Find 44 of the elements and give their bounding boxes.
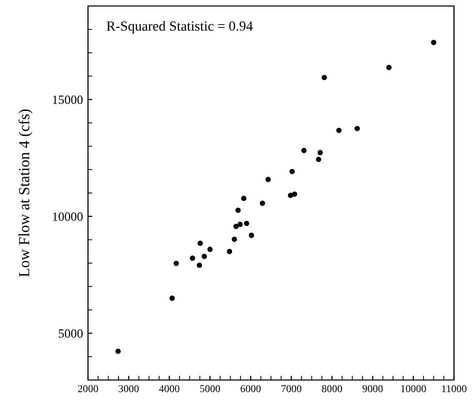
x-tick-label: 7000	[282, 385, 302, 392]
point	[207, 246, 213, 252]
y-tick-label: 10000	[52, 212, 83, 221]
point	[174, 260, 179, 266]
point	[318, 150, 323, 156]
point	[248, 232, 254, 238]
point	[232, 236, 238, 242]
point	[190, 256, 196, 261]
point	[265, 176, 271, 182]
point	[237, 222, 243, 227]
point	[241, 196, 246, 202]
y-axis-title: Low Flow at Station 4 (cfs)	[18, 109, 32, 277]
point	[244, 220, 250, 226]
point	[316, 156, 322, 162]
point	[170, 296, 175, 301]
point	[336, 128, 342, 134]
point	[233, 224, 239, 230]
x-tick-label: 9000	[362, 385, 383, 392]
point	[431, 40, 436, 46]
x-tick-label: 3000	[118, 385, 139, 392]
point	[386, 64, 392, 70]
x-tick-label: 5000	[200, 385, 220, 392]
x-tick-label: 10000	[401, 385, 426, 392]
x-tick-label: 6000	[240, 385, 261, 392]
point	[196, 262, 202, 268]
y-tick-label: 5000	[58, 329, 83, 338]
point	[289, 168, 295, 174]
point	[115, 348, 121, 354]
point	[288, 192, 294, 198]
x-tick-label: 2000	[78, 385, 98, 392]
point	[260, 200, 266, 206]
point	[354, 126, 360, 132]
y-tick-label: 15000	[52, 96, 83, 104]
point	[226, 248, 232, 254]
point	[198, 240, 203, 246]
annotation: R-Squared Statistic = 0.94	[106, 20, 253, 34]
x-tick-label: 11000	[442, 385, 466, 392]
point	[202, 254, 207, 260]
point	[235, 208, 241, 213]
point	[292, 192, 298, 197]
point	[322, 74, 327, 80]
x-tick-label: 4000	[159, 385, 180, 392]
point	[301, 148, 307, 154]
x-tick-label: 8000	[322, 385, 342, 392]
